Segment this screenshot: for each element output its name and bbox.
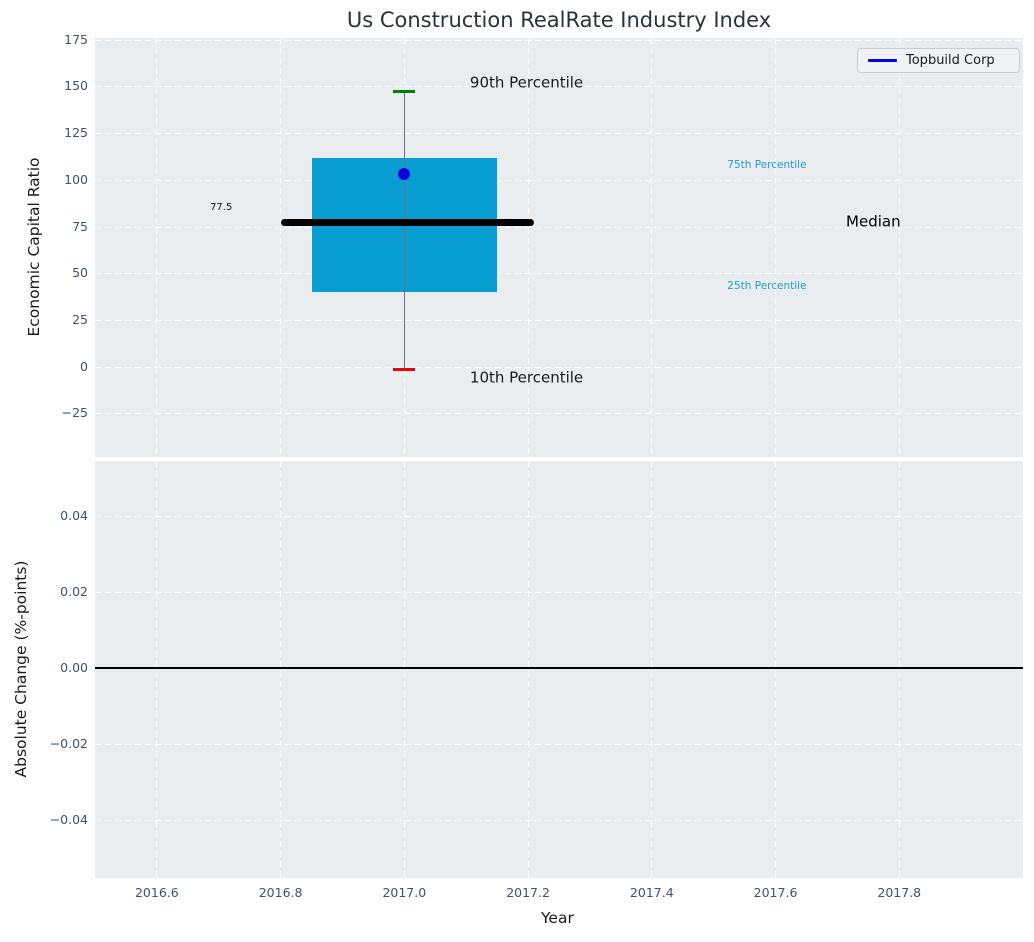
- gridline-v: [775, 461, 777, 878]
- annotation-77.5: 77.5: [210, 201, 233, 213]
- y-tick-label: 50: [72, 265, 88, 281]
- y-tick-label: −0.02: [49, 735, 88, 751]
- plot-absolute-change: [95, 461, 1023, 878]
- gridline-h: [95, 515, 1023, 517]
- whisker-line: [403, 91, 406, 370]
- zero-line: [95, 667, 1023, 670]
- gridline-h: [95, 819, 1023, 821]
- median-line: [280, 218, 535, 226]
- gridline-h: [95, 366, 1023, 368]
- gridline-v: [651, 38, 653, 457]
- y-tick-label: 150: [64, 78, 88, 94]
- gridline-v: [156, 38, 158, 457]
- y-tick-label: 175: [64, 31, 88, 47]
- gridline-h: [95, 133, 1023, 135]
- annotation-median: Median: [846, 212, 901, 231]
- x-tick-label: 2016.6: [134, 885, 179, 900]
- y-tick-label: 25: [72, 312, 88, 327]
- gridline-v: [156, 461, 158, 878]
- gridline-h: [95, 39, 1023, 41]
- gridline-h: [95, 413, 1023, 415]
- whisker-cap-90th: [393, 89, 416, 93]
- x-axis-label: Year: [541, 909, 574, 927]
- gridline-h: [95, 86, 1023, 88]
- gridline-h: [95, 273, 1023, 275]
- gridline-v: [403, 461, 405, 878]
- gridline-v: [527, 461, 529, 878]
- gridline-h: [95, 320, 1023, 321]
- gridline-h: [95, 591, 1023, 593]
- gridline-v: [898, 461, 900, 878]
- annotation-90th-percentile: 90th Percentile: [469, 73, 584, 92]
- y-tick-label: 100: [64, 171, 88, 187]
- gridline-v: [280, 461, 282, 878]
- gridline-v: [775, 38, 777, 457]
- y-tick-label: 0.00: [60, 659, 88, 675]
- annotation-25th-percentile: 25th Percentile: [727, 279, 807, 292]
- gridline-v: [651, 461, 653, 878]
- annotation-10th-percentile: 10th Percentile: [469, 368, 584, 387]
- legend-line-sample: [868, 59, 897, 62]
- legend-label: Topbuild Corp: [906, 53, 995, 68]
- x-tick-label: 2017.4: [629, 885, 674, 900]
- x-tick-label: 2017.8: [877, 885, 922, 900]
- y-tick-label: 75: [72, 218, 88, 234]
- x-tick-label: 2017.2: [506, 885, 550, 900]
- chart-title: Us Construction RealRate Industry Index: [346, 8, 772, 32]
- y-tick-label: −0.04: [49, 811, 88, 827]
- y-tick-label: 0.04: [60, 507, 88, 523]
- company-marker-dot: [398, 167, 411, 180]
- y-tick-label: −25: [61, 405, 88, 421]
- gridline-h: [95, 226, 1023, 228]
- gridline-h: [95, 743, 1023, 745]
- y-tick-label: 0.02: [60, 583, 88, 599]
- gridline-v: [280, 38, 282, 457]
- y-tick-label: 125: [64, 125, 88, 141]
- gridline-v: [898, 38, 900, 457]
- x-tick-label: 2017.0: [382, 885, 427, 900]
- plot-economic-capital-ratio: 90th Percentile 75th Percentile Median 25th…: [95, 38, 1023, 457]
- x-tick-label: 2017.6: [753, 885, 798, 900]
- legend: Topbuild Corp: [857, 48, 1020, 73]
- whisker-cap-10th: [393, 367, 416, 371]
- gridline-v: [527, 38, 529, 457]
- y-tick-label: 0: [80, 358, 88, 374]
- y-axis-label-economic-capital-ratio: Economic Capital Ratio: [25, 156, 43, 337]
- annotation-75th-percentile: 75th Percentile: [727, 158, 807, 171]
- x-tick-label: 2016.8: [258, 885, 303, 900]
- gridline-h: [95, 179, 1023, 181]
